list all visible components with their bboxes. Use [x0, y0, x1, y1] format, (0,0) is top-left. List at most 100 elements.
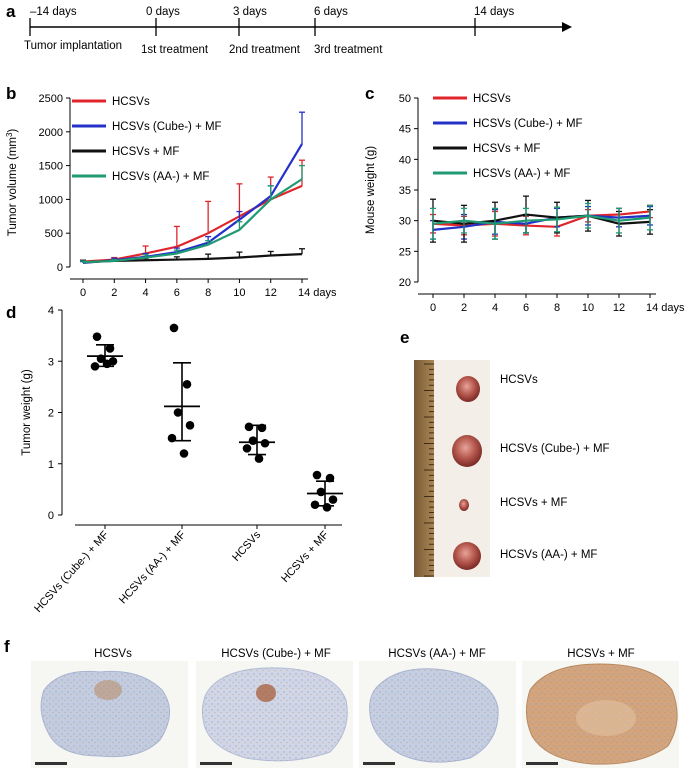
y-tick-label: 1	[48, 459, 54, 471]
timeline-day: 6 days	[314, 6, 348, 18]
photo-label: HCSVs	[500, 374, 538, 386]
y-tick-label: 30	[399, 216, 411, 228]
x-tick-label: HCSVs + MF	[279, 529, 331, 585]
y-tick-label: 1000	[39, 194, 63, 206]
timeline-day: –14 days	[30, 6, 77, 18]
x-tick-label: 10	[582, 302, 594, 314]
data-point	[179, 449, 189, 458]
stain-region	[256, 684, 276, 702]
series-line	[82, 184, 303, 263]
x-tick-label: 2	[111, 287, 117, 299]
legend-label: HCSVs + MF	[112, 146, 179, 158]
x-tick-label: 6	[174, 287, 180, 299]
data-point	[182, 380, 192, 389]
y-axis-label: Tumor weight (g)	[21, 369, 33, 456]
scale-bar	[35, 762, 67, 765]
x-tick-label: 12	[265, 287, 277, 299]
panel-letter-a: a	[6, 2, 16, 21]
data-point	[316, 487, 326, 497]
series-3	[430, 202, 653, 240]
data-point	[92, 332, 102, 341]
photo-label: HCSVs (AA-) + MF	[500, 549, 597, 561]
y-axis-label-end: )	[7, 129, 19, 133]
x-tick-label: HCSVs	[230, 529, 263, 564]
y-tick-label: 2500	[39, 93, 63, 105]
series-3	[80, 164, 305, 264]
data-point	[248, 436, 258, 445]
data-point	[322, 503, 332, 512]
histology-title: HCSVs	[94, 648, 132, 660]
timeline-day: 14 days	[474, 6, 515, 18]
y-axis-label-sup: 3	[5, 132, 14, 137]
timeline-event: Tumor implantation	[24, 40, 122, 52]
timeline-day: 3 days	[233, 6, 267, 18]
timeline-arrowhead	[562, 22, 572, 32]
legend-label: HCSVs	[473, 93, 511, 105]
tumor-sample	[453, 542, 481, 570]
legend-label: HCSVs	[112, 96, 150, 108]
y-tick-label: 25	[399, 246, 411, 258]
timeline-event: 2nd treatment	[229, 44, 301, 56]
y-axis-label-text: Mouse weight (g)	[365, 146, 377, 234]
data-point	[169, 323, 179, 333]
tumor-sample	[459, 499, 469, 511]
timeline-event: 3rd treatment	[314, 44, 383, 56]
panel-letter-e: e	[400, 328, 409, 347]
x-tick-label: 4	[492, 302, 498, 314]
x-tick-label: HCSVs (AA-) + MF	[117, 529, 188, 606]
stain-region	[576, 700, 636, 736]
x-tick-label: 6	[523, 302, 529, 314]
y-tick-label: 4	[48, 305, 54, 317]
panel-letter-c: c	[365, 84, 374, 103]
tumor-volume-chart: 0 500 1000 1500 2000 2500 0 2 4 6 8 10 12 14 days Tumo…	[5, 93, 337, 299]
y-tick-label: 0	[57, 262, 63, 274]
x-tick-label: HCSVs (Cube-) + MF	[32, 529, 111, 615]
y-axis-label: Mouse weight (g)	[365, 146, 377, 234]
ruler-ticks	[424, 363, 434, 577]
timeline: –14 days 0 days 3 days 6 days 14 days Tu…	[24, 6, 572, 56]
stain-region	[94, 680, 122, 700]
tumor-sample	[452, 435, 482, 467]
data-point	[312, 470, 322, 480]
data-point	[102, 359, 112, 369]
legend-label: HCSVs (Cube-) + MF	[473, 118, 583, 130]
y-axis-label-text: Tumor volume (mm	[7, 137, 19, 236]
x-tick-label: 14 days	[646, 302, 685, 314]
y-tick-label: 0	[48, 510, 54, 522]
mouse-weight-chart: 20 25 30 35 40 45 50 0 2 4 6 8 10 12 14 days Mouse weig…	[365, 93, 685, 314]
series-line	[82, 143, 303, 265]
histology-title: HCSVs (AA-) + MF	[388, 648, 485, 660]
tissue-texture	[369, 668, 499, 763]
data-point	[244, 422, 254, 432]
x-tick-label: 14 days	[298, 287, 337, 299]
x-tick-label: 2	[461, 302, 467, 314]
photo-label: HCSVs + MF	[500, 497, 567, 509]
data-point	[325, 473, 335, 483]
data-point	[260, 438, 270, 448]
data-point	[173, 408, 183, 417]
legend-label: HCSVs + MF	[473, 143, 540, 155]
x-tick-label: 8	[554, 302, 560, 314]
x-tick-label: 4	[143, 287, 149, 299]
y-tick-label: 45	[399, 124, 411, 136]
data-point	[185, 421, 195, 430]
scale-bar	[200, 762, 232, 765]
data-point	[310, 500, 320, 510]
series-line	[432, 213, 651, 225]
data-point	[328, 495, 338, 504]
timeline-event: 1st treatment	[141, 44, 209, 56]
y-tick-label: 1500	[39, 161, 63, 173]
data-point	[254, 454, 264, 463]
histology-title: HCSVs (Cube-) + MF	[221, 648, 331, 660]
histology-images: HCSVs HCSVs (Cube-) + MF HCSVs (AA-) + M…	[31, 648, 679, 768]
scale-bar	[363, 762, 395, 765]
y-tick-label: 2	[48, 408, 54, 420]
x-tick-label: 10	[233, 287, 245, 299]
legend-label: HCSVs (AA-) + MF	[112, 171, 209, 183]
y-tick-label: 2000	[39, 127, 63, 139]
panel-letter-b: b	[6, 84, 16, 103]
series-line	[82, 178, 303, 264]
y-tick-label: 20	[399, 277, 411, 289]
data-point	[96, 354, 106, 363]
